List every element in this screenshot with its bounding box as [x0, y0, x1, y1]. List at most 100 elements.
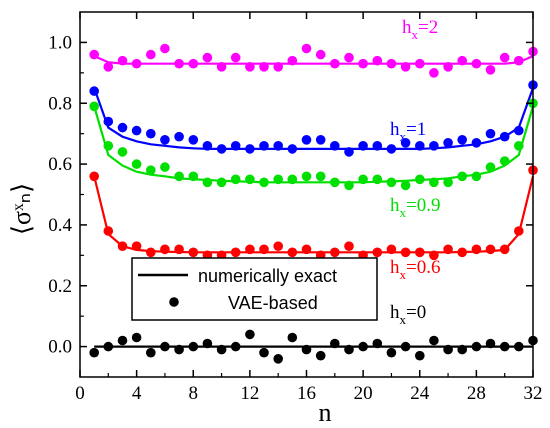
vae-point [330, 247, 340, 258]
series-label-value: =0.9 [406, 195, 440, 216]
series-label-h: h [390, 195, 400, 216]
vae-point [174, 131, 184, 142]
vae-point [301, 135, 312, 145]
vae-point [372, 338, 383, 349]
vae-point [514, 141, 524, 151]
x-tick-label: 24 [410, 383, 430, 404]
plot-frame [79, 11, 534, 378]
series-label: hx=0 [390, 302, 426, 327]
x-axis-title: n [319, 398, 332, 427]
vae-point [245, 174, 255, 185]
vae-point [230, 52, 241, 63]
vae-point [499, 244, 510, 255]
vae-point [216, 62, 227, 72]
vae-point [372, 174, 383, 185]
vae-point [471, 244, 482, 255]
vae-point [245, 144, 255, 154]
vae-point [514, 125, 524, 136]
vae-point [443, 244, 453, 255]
series-label: hx=2 [402, 17, 438, 42]
vae-point [400, 62, 411, 72]
y-axis-title: ⟨σˣₙ⟩ [7, 183, 36, 235]
x-tick-label: 32 [524, 383, 543, 404]
vae-point [315, 171, 326, 182]
vae-point [443, 177, 453, 188]
x-tick-label: 4 [132, 383, 142, 404]
vae-point [415, 58, 425, 69]
legend-marker-sample [169, 297, 179, 307]
y-tick-label: 0.2 [48, 276, 72, 297]
vae-point [330, 58, 340, 69]
vae-point [259, 347, 269, 358]
vae-point [188, 171, 199, 182]
vae-point [89, 86, 99, 96]
vae-point [315, 135, 326, 145]
vae-point [188, 341, 199, 352]
vae-point [216, 177, 227, 188]
data-layer [89, 43, 538, 364]
vae-point [386, 58, 397, 69]
vae-point [188, 58, 199, 69]
vae-point [230, 341, 241, 352]
vae-point [131, 159, 142, 169]
vae-point [174, 58, 184, 69]
x-tick-label: 16 [297, 383, 316, 404]
vae-point [202, 52, 213, 63]
vae-point [131, 58, 142, 69]
vae-point [415, 141, 425, 151]
vae-point [131, 125, 142, 136]
series-label-h: h [390, 302, 400, 323]
vae-point [146, 247, 156, 258]
vae-point [103, 116, 114, 127]
exact-line [93, 176, 535, 254]
legend-line-label: numerically exact [198, 266, 337, 286]
axis-ticks: 0 4 8 12 16 20 24 28 32 0.0 0.2 0.4 0.6 0.8 1.0 [48, 12, 543, 404]
series-labels: hx=2hx=1hx=0.9hx=0.6hx=0 [390, 17, 440, 327]
vae-point [429, 68, 439, 78]
series-label-value: =2 [418, 17, 438, 38]
vae-point [174, 244, 184, 255]
vae-point [415, 247, 425, 258]
vae-point [429, 335, 439, 346]
vae-point [259, 244, 269, 255]
vae-point [202, 177, 213, 188]
series-label: hx=1 [390, 119, 426, 144]
vae-point [344, 344, 354, 355]
vae-point [273, 174, 284, 185]
vae-point [386, 177, 397, 188]
legend: numerically exact VAE-based [131, 257, 378, 321]
vae-point [103, 341, 114, 352]
vae-point [287, 332, 298, 343]
vae-point [344, 241, 354, 251]
vae-point [301, 344, 312, 355]
vae-point [358, 341, 368, 352]
vae-point [216, 144, 227, 154]
vae-point [499, 52, 510, 63]
vae-point [514, 55, 524, 66]
vae-point [188, 247, 199, 258]
vae-point [230, 141, 241, 151]
vae-point [160, 341, 170, 352]
vae-point [117, 122, 128, 133]
vae-point [273, 241, 284, 251]
vae-point [429, 250, 439, 261]
vae-point [131, 241, 142, 251]
vae-point [188, 135, 199, 145]
vae-point [287, 55, 298, 66]
y-axis-title-text: ⟨σˣₙ⟩ [7, 183, 36, 235]
vae-point [146, 347, 156, 358]
x-tick-label: 12 [240, 383, 259, 404]
vae-point [372, 141, 383, 151]
vae-point [245, 329, 255, 340]
vae-point [117, 335, 128, 346]
vae-point [117, 55, 128, 66]
vae-point [457, 135, 468, 145]
vae-point [386, 347, 397, 358]
vae-point [160, 135, 170, 145]
x-tick-label: 8 [189, 383, 199, 404]
x-tick-label: 0 [75, 383, 85, 404]
vae-point [273, 141, 284, 151]
vae-point [499, 131, 510, 142]
vae-point [457, 344, 468, 355]
